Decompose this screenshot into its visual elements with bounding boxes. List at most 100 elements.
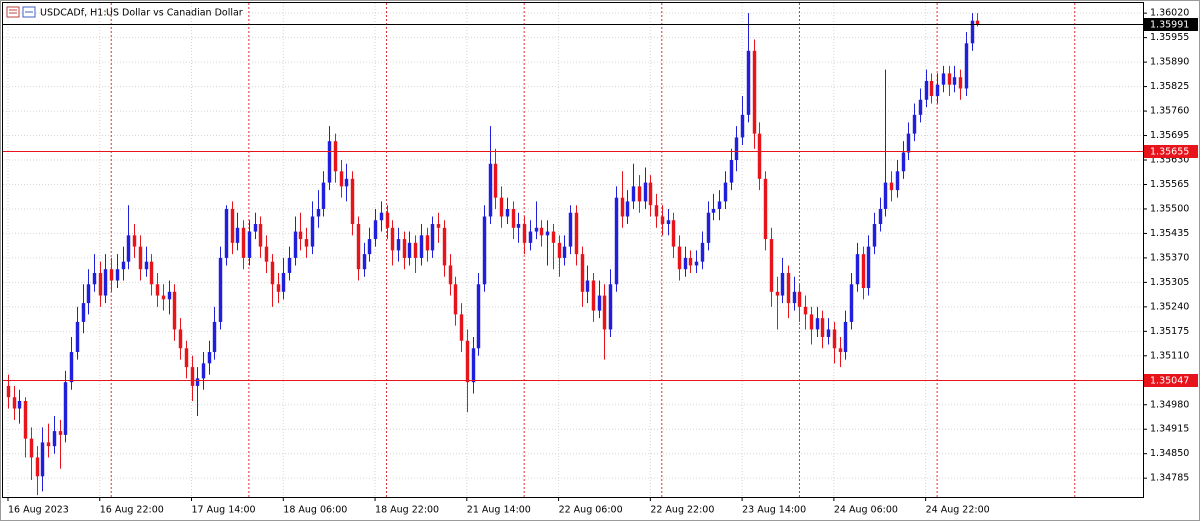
candle-body: [316, 208, 321, 217]
candle-body: [253, 224, 258, 232]
candle-body: [448, 265, 453, 285]
candle-body: [98, 272, 103, 296]
candle-body: [643, 182, 648, 202]
candle-body: [809, 314, 814, 330]
y-tick-label: 1.35630: [1150, 155, 1189, 166]
candle-body: [975, 20, 980, 25]
candle-body: [224, 208, 229, 258]
candle-body: [929, 80, 934, 97]
candle-body: [207, 352, 212, 364]
candle-body: [333, 141, 338, 172]
price-tag: [1144, 374, 1198, 387]
candle-body: [970, 20, 975, 44]
marks-layer: [3, 13, 1143, 496]
symbol-label: USDCADf, H1:: [40, 8, 107, 19]
price-tag: [1144, 145, 1198, 158]
candle-body: [69, 352, 74, 383]
x-tick-label: 16 Aug 2023: [8, 505, 69, 516]
candle-body: [924, 80, 929, 100]
y-tick-label: 1.35695: [1150, 130, 1189, 141]
candle-body: [746, 50, 751, 115]
candle-body: [671, 220, 676, 247]
candle-body: [230, 208, 235, 243]
candle-body: [545, 231, 550, 236]
y-tick-label: 1.34980: [1150, 399, 1189, 410]
candle-body: [379, 212, 384, 221]
candle-body: [281, 272, 286, 292]
candle-body: [947, 73, 952, 85]
candle-body: [115, 269, 120, 281]
candle-body: [109, 269, 114, 281]
candle-body: [419, 235, 424, 258]
candle-body: [511, 208, 516, 228]
candle-body: [901, 152, 906, 172]
candle-body: [493, 163, 498, 198]
candle-body: [6, 385, 11, 398]
candle-body: [574, 212, 579, 255]
candle-body: [734, 137, 739, 161]
candle-body: [167, 291, 172, 300]
candle-body: [453, 284, 458, 315]
candle-body: [339, 171, 344, 187]
y-tick-label: 1.35435: [1150, 228, 1189, 239]
candle-body: [522, 224, 527, 243]
candle-body: [499, 197, 504, 217]
candle-body: [861, 254, 866, 289]
candle-body: [367, 239, 372, 255]
candle-body: [304, 239, 309, 247]
y-tick-label: 1.35890: [1150, 57, 1189, 68]
candle-body: [132, 235, 137, 247]
candle-body: [178, 329, 183, 349]
y-tick-label: 1.35825: [1150, 81, 1189, 92]
candle-body: [425, 235, 430, 251]
candle-body: [843, 321, 848, 353]
candle-body: [654, 205, 659, 217]
candle-body: [528, 231, 533, 243]
candle-body: [717, 201, 722, 209]
candle-body: [436, 224, 441, 228]
candle-body: [396, 239, 401, 251]
candle-body: [356, 224, 361, 270]
candle-body: [683, 257, 688, 270]
candle-body: [769, 239, 774, 292]
candle-body: [86, 284, 91, 304]
y-tick-label: 1.35955: [1150, 32, 1189, 43]
candle-body: [121, 261, 126, 270]
candle-body: [190, 367, 195, 386]
candle-body: [385, 212, 390, 228]
candle-body: [551, 231, 556, 243]
candle-body: [935, 84, 940, 97]
candle-body: [92, 272, 97, 285]
candle-body: [694, 261, 699, 266]
y-tick-label: 1.35760: [1150, 106, 1189, 117]
candle-body: [407, 242, 412, 258]
candle-body: [465, 340, 470, 383]
candle-body: [557, 242, 562, 258]
candle-body: [688, 257, 693, 266]
candle-body: [562, 246, 567, 258]
candle-body: [568, 212, 573, 247]
candle-body: [327, 141, 332, 183]
candle-body: [58, 431, 63, 435]
y-tick-label: 1.35305: [1150, 277, 1189, 288]
candle-body: [201, 363, 206, 379]
candle-body: [218, 257, 223, 322]
candle-body: [310, 216, 315, 247]
x-tick-label: 18 Aug 22:00: [375, 505, 439, 516]
y-tick-label: 1.35370: [1150, 252, 1189, 263]
x-tick-label: 22 Aug 06:00: [559, 505, 623, 516]
candle-body: [941, 73, 946, 85]
candle-body: [362, 254, 367, 270]
candle-body: [729, 160, 734, 183]
candle-body: [46, 442, 51, 447]
candle-body: [430, 224, 435, 251]
icon-box: [6, 6, 20, 18]
candle-body: [258, 224, 263, 247]
x-tick-label: 24 Aug 22:00: [926, 505, 990, 516]
candle-body: [241, 227, 246, 258]
candle-body: [126, 235, 131, 262]
candle-body: [149, 261, 154, 285]
candle-body: [620, 197, 625, 217]
